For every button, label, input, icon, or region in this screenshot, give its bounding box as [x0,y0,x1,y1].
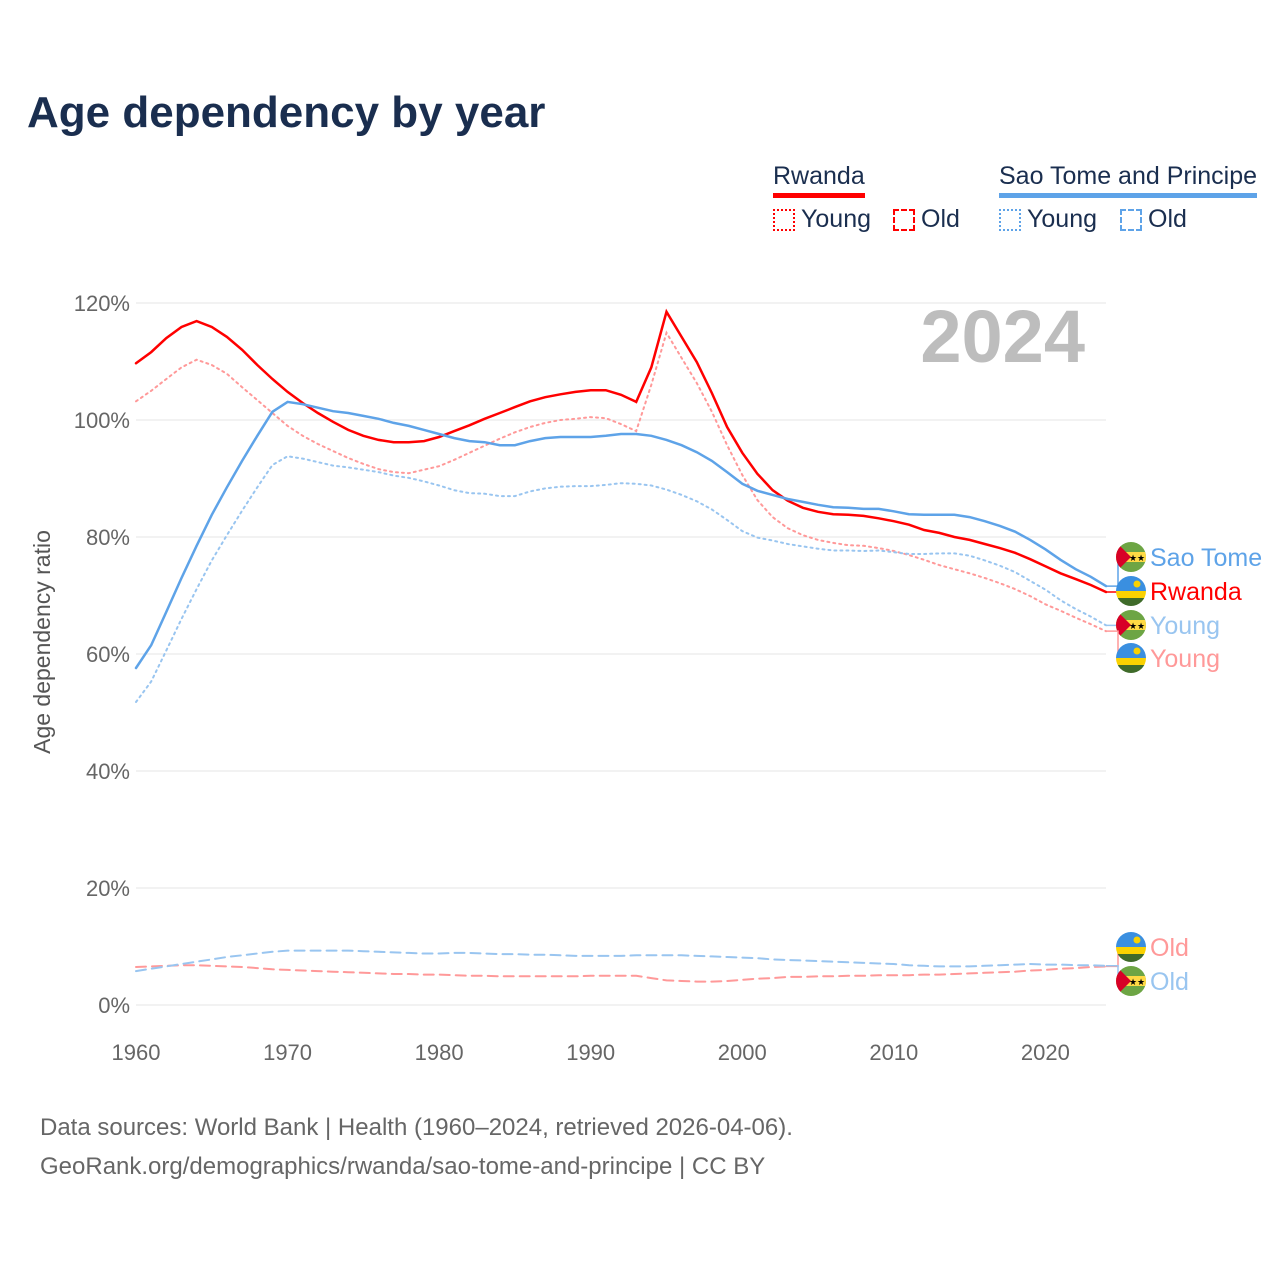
x-tick-label: 1970 [263,1040,312,1065]
y-tick-label: 80% [86,525,130,550]
year-watermark: 2024 [920,295,1085,378]
legend-rwanda-old[interactable]: Old [893,205,960,234]
footer: Data sources: World Bank | Health (1960–… [40,1108,793,1186]
y-tick-label: 40% [86,759,130,784]
rwanda-flag-icon [1116,643,1146,673]
legend-sao-tome-old[interactable]: Old [1120,205,1187,234]
legend-label: Young [801,205,871,233]
svg-text:★★: ★★ [1129,977,1145,987]
footer-sources: Data sources: World Bank | Health (1960–… [40,1114,793,1141]
end-label: Rwanda [1150,578,1242,606]
legend-label: Old [1148,205,1187,233]
y-axis-label: Age dependency ratio [29,530,55,754]
y-tick-label: 120% [74,291,130,316]
svg-text:★★: ★★ [1129,553,1145,563]
x-tick-label: 1980 [415,1040,464,1065]
sao-tome-flag-icon: ★★ [1116,966,1146,996]
dashed-swatch-icon [893,208,915,231]
y-tick-label: 60% [86,642,130,667]
series-line-rwanda-young[interactable] [135,330,1107,633]
y-tick-label: 20% [86,876,130,901]
chart-title: Age dependency by year [27,88,546,137]
legend-country-sao-tome[interactable]: Sao Tome and Principe [999,162,1258,198]
series-line-rwanda[interactable] [134,308,1108,594]
legend-label: Young [1027,205,1097,233]
series-line-rwanda-old[interactable] [135,964,1107,983]
legend-rwanda-young[interactable]: Young [773,205,871,234]
x-tick-label: 1960 [112,1040,161,1065]
x-tick-label: 1990 [566,1040,615,1065]
y-tick-label: 0% [98,993,130,1018]
end-label: Old [1150,934,1189,962]
legend-sao-tome-young[interactable]: Young [999,205,1097,234]
end-label: Young [1150,645,1220,673]
rwanda-flag-icon [1116,932,1146,962]
x-tick-label: 2020 [1021,1040,1070,1065]
series-line-sao-tome-young[interactable] [135,455,1107,703]
x-tick-label: 2010 [869,1040,918,1065]
series-line-sao-tome-old[interactable] [135,949,1107,973]
end-label: Old [1150,968,1189,996]
y-tick-label: 100% [74,408,130,433]
rwanda-flag-icon [1116,576,1146,606]
x-tick-label: 2000 [718,1040,767,1065]
svg-text:★★: ★★ [1129,621,1145,631]
end-label: Sao Tome [1150,544,1262,572]
dotted-swatch-icon [999,208,1021,231]
legend-label: Old [921,205,960,233]
series-line-sao-tome[interactable] [134,400,1108,670]
dashed-swatch-icon [1120,208,1142,231]
sao-tome-flag-icon: ★★ [1116,542,1146,572]
sao-tome-flag-icon: ★★ [1116,610,1146,640]
dotted-swatch-icon [773,208,795,231]
legend-country-rwanda[interactable]: Rwanda [773,162,865,198]
end-label: Young [1150,612,1220,640]
footer-url[interactable]: GeoRank.org/demographics/rwanda/sao-tome… [40,1153,766,1180]
